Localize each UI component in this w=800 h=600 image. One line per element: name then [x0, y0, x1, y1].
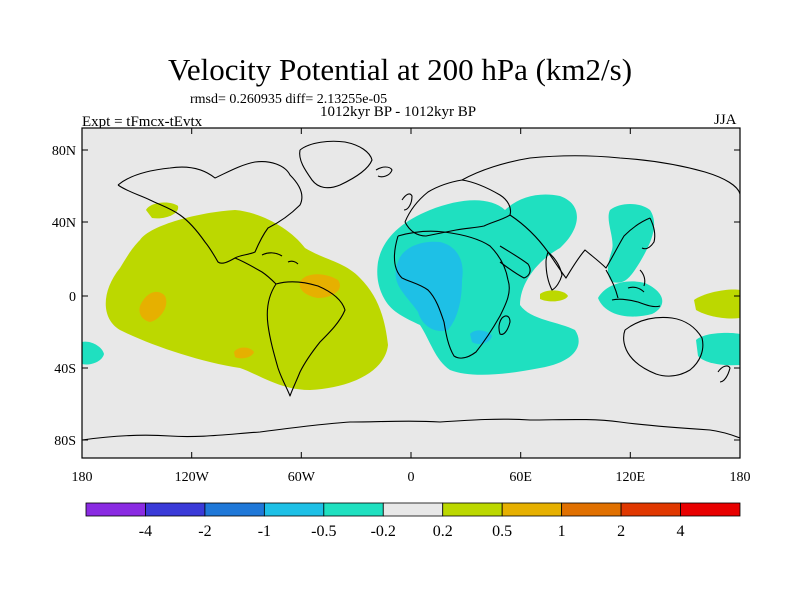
latitude-axis: 80N 40N 0 40S 80S: [52, 144, 740, 449]
coastline-antarctica: [82, 418, 740, 441]
lon-label: 60W: [288, 470, 316, 485]
colorbar-label: 0.5: [492, 523, 512, 540]
longitude-axis: 180 120W 60W 0 60E 120E 180: [72, 128, 751, 485]
experiment-label: Expt = tFmcx-tEvtx: [82, 114, 203, 130]
negative-region-africa: [377, 194, 579, 375]
coastline-iceland: [375, 166, 393, 178]
colorbar-label: -0.5: [311, 523, 336, 540]
lon-label: 120E: [616, 470, 646, 485]
colorbar-swatch: [442, 502, 503, 517]
colorbar-label: 2: [617, 523, 625, 540]
lat-label: 0: [69, 290, 76, 305]
season-label: JJA: [714, 112, 737, 128]
colorbar-label: -0.2: [371, 523, 396, 540]
negative-region-pacific-edge: [82, 341, 104, 365]
coastline-south-america: [266, 281, 346, 397]
coastline-africa: [393, 230, 510, 359]
colorbar-label: 4: [677, 523, 685, 540]
lon-label: 60E: [509, 470, 532, 485]
lat-label: 40N: [52, 216, 76, 231]
lat-label: 80N: [52, 144, 76, 159]
colorbar-swatch: [204, 502, 265, 517]
coastline-arabia: [499, 245, 531, 279]
positive-region-small-north: [146, 202, 179, 219]
colorbar-swatch: [145, 502, 206, 517]
coastline-caribbean: [261, 252, 299, 265]
coastlines: [82, 140, 740, 441]
colorbar-swatch: [680, 502, 741, 517]
negative-region-maritime: [598, 281, 663, 317]
coastline-maritime-continent: [605, 269, 661, 308]
coastline-madagascar: [498, 315, 511, 335]
colorbar: -4 -2 -1 -0.5 -0.2 0.2 0.5 1 2 4: [85, 502, 741, 540]
lon-label: 180: [730, 470, 751, 485]
rmsd-diff-label: rmsd= 0.260935 diff= 2.13255e-05: [190, 92, 388, 107]
lon-label: 180: [72, 470, 93, 485]
coastline-central-america: [234, 257, 277, 285]
coastline-india: [545, 251, 563, 291]
coastline-new-zealand: [717, 365, 731, 383]
lon-label: 120W: [175, 470, 210, 485]
negative-core-south: [470, 330, 492, 344]
colorbar-label: 0.2: [433, 523, 453, 540]
coastline-uk: [401, 193, 413, 211]
lon-label: 0: [408, 470, 415, 485]
lat-label: 80S: [54, 434, 76, 449]
colorbar-label: 1: [558, 523, 566, 540]
colorbar-label: -2: [198, 523, 211, 540]
negative-core-africa: [395, 241, 463, 332]
colorbar-swatch: [382, 502, 444, 517]
positive-strong-spot-3: [234, 347, 254, 359]
colorbar-swatch: [620, 502, 681, 517]
lat-label: 40S: [54, 362, 76, 377]
colorbar-swatch: [501, 502, 563, 517]
colorbar-label: -1: [258, 523, 271, 540]
coastline-north-america: [117, 161, 303, 264]
plot-title: Velocity Potential at 200 hPa (km2/s): [167, 52, 633, 87]
positive-strong-spot-1: [139, 291, 167, 322]
positive-region-indian: [540, 290, 568, 302]
coastline-japan: [641, 217, 656, 250]
positive-region-pacific-west: [694, 289, 740, 319]
colorbar-swatch: [263, 502, 325, 517]
colorbar-swatch: [323, 502, 384, 517]
colorbar-swatch: [85, 502, 146, 517]
coastline-greenland: [299, 140, 373, 189]
negative-region-asia: [607, 204, 655, 283]
colorbar-label: -4: [139, 523, 152, 540]
coastline-australia: [623, 316, 704, 377]
contour-fill-layer: [82, 140, 740, 441]
negative-region-australia-east: [696, 332, 740, 366]
colorbar-swatch: [561, 502, 622, 517]
period-label: 1012kyr BP - 1012kyr BP: [320, 104, 477, 120]
